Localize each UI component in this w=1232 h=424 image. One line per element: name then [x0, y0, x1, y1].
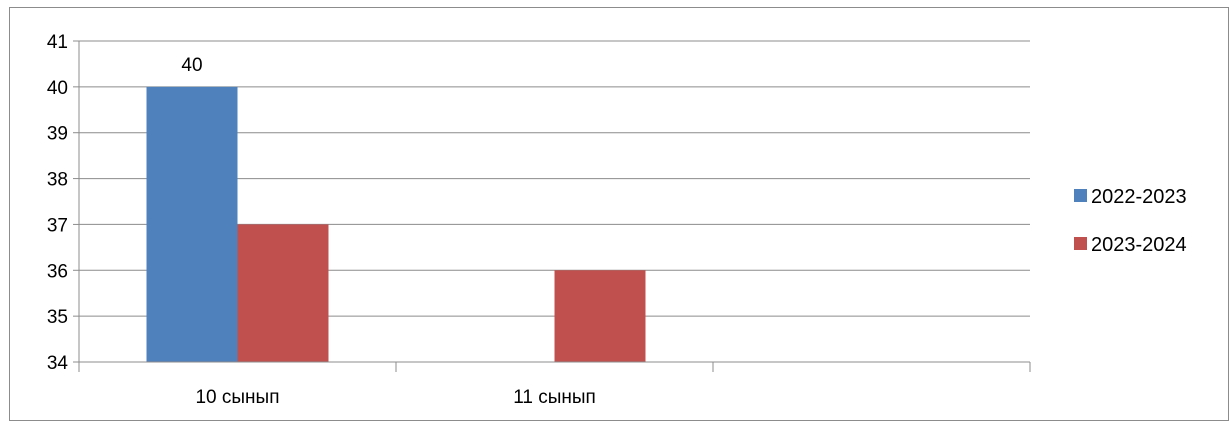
legend-label: 2022-2023 [1091, 186, 1187, 208]
y-tick-label: 39 [47, 124, 68, 145]
bar [554, 270, 646, 362]
x-tick-label: 10 сынып [195, 387, 279, 408]
y-tick-label: 35 [47, 307, 68, 328]
legend-swatch [1074, 237, 1087, 250]
y-tick-label: 38 [47, 170, 68, 191]
legend: 2022-2023 2023-2024 [1074, 186, 1187, 256]
y-tick-label: 37 [47, 215, 68, 236]
y-tick-label: 34 [47, 353, 69, 374]
legend-swatch [1074, 189, 1087, 202]
bars [146, 86, 646, 362]
x-tick-label: 11 сынып [513, 387, 596, 408]
data-label: 40 [181, 55, 202, 76]
labels: 34 35 36 37 38 39 40 41 40 10 сынып 11 сынып [47, 32, 596, 408]
legend-label: 2023-2024 [1091, 234, 1187, 256]
bar [146, 86, 238, 362]
y-tick-label: 41 [47, 32, 68, 53]
y-tick-label: 36 [47, 261, 68, 282]
bar [237, 224, 329, 362]
axes [73, 40, 1031, 372]
y-tick-label: 40 [47, 78, 68, 99]
